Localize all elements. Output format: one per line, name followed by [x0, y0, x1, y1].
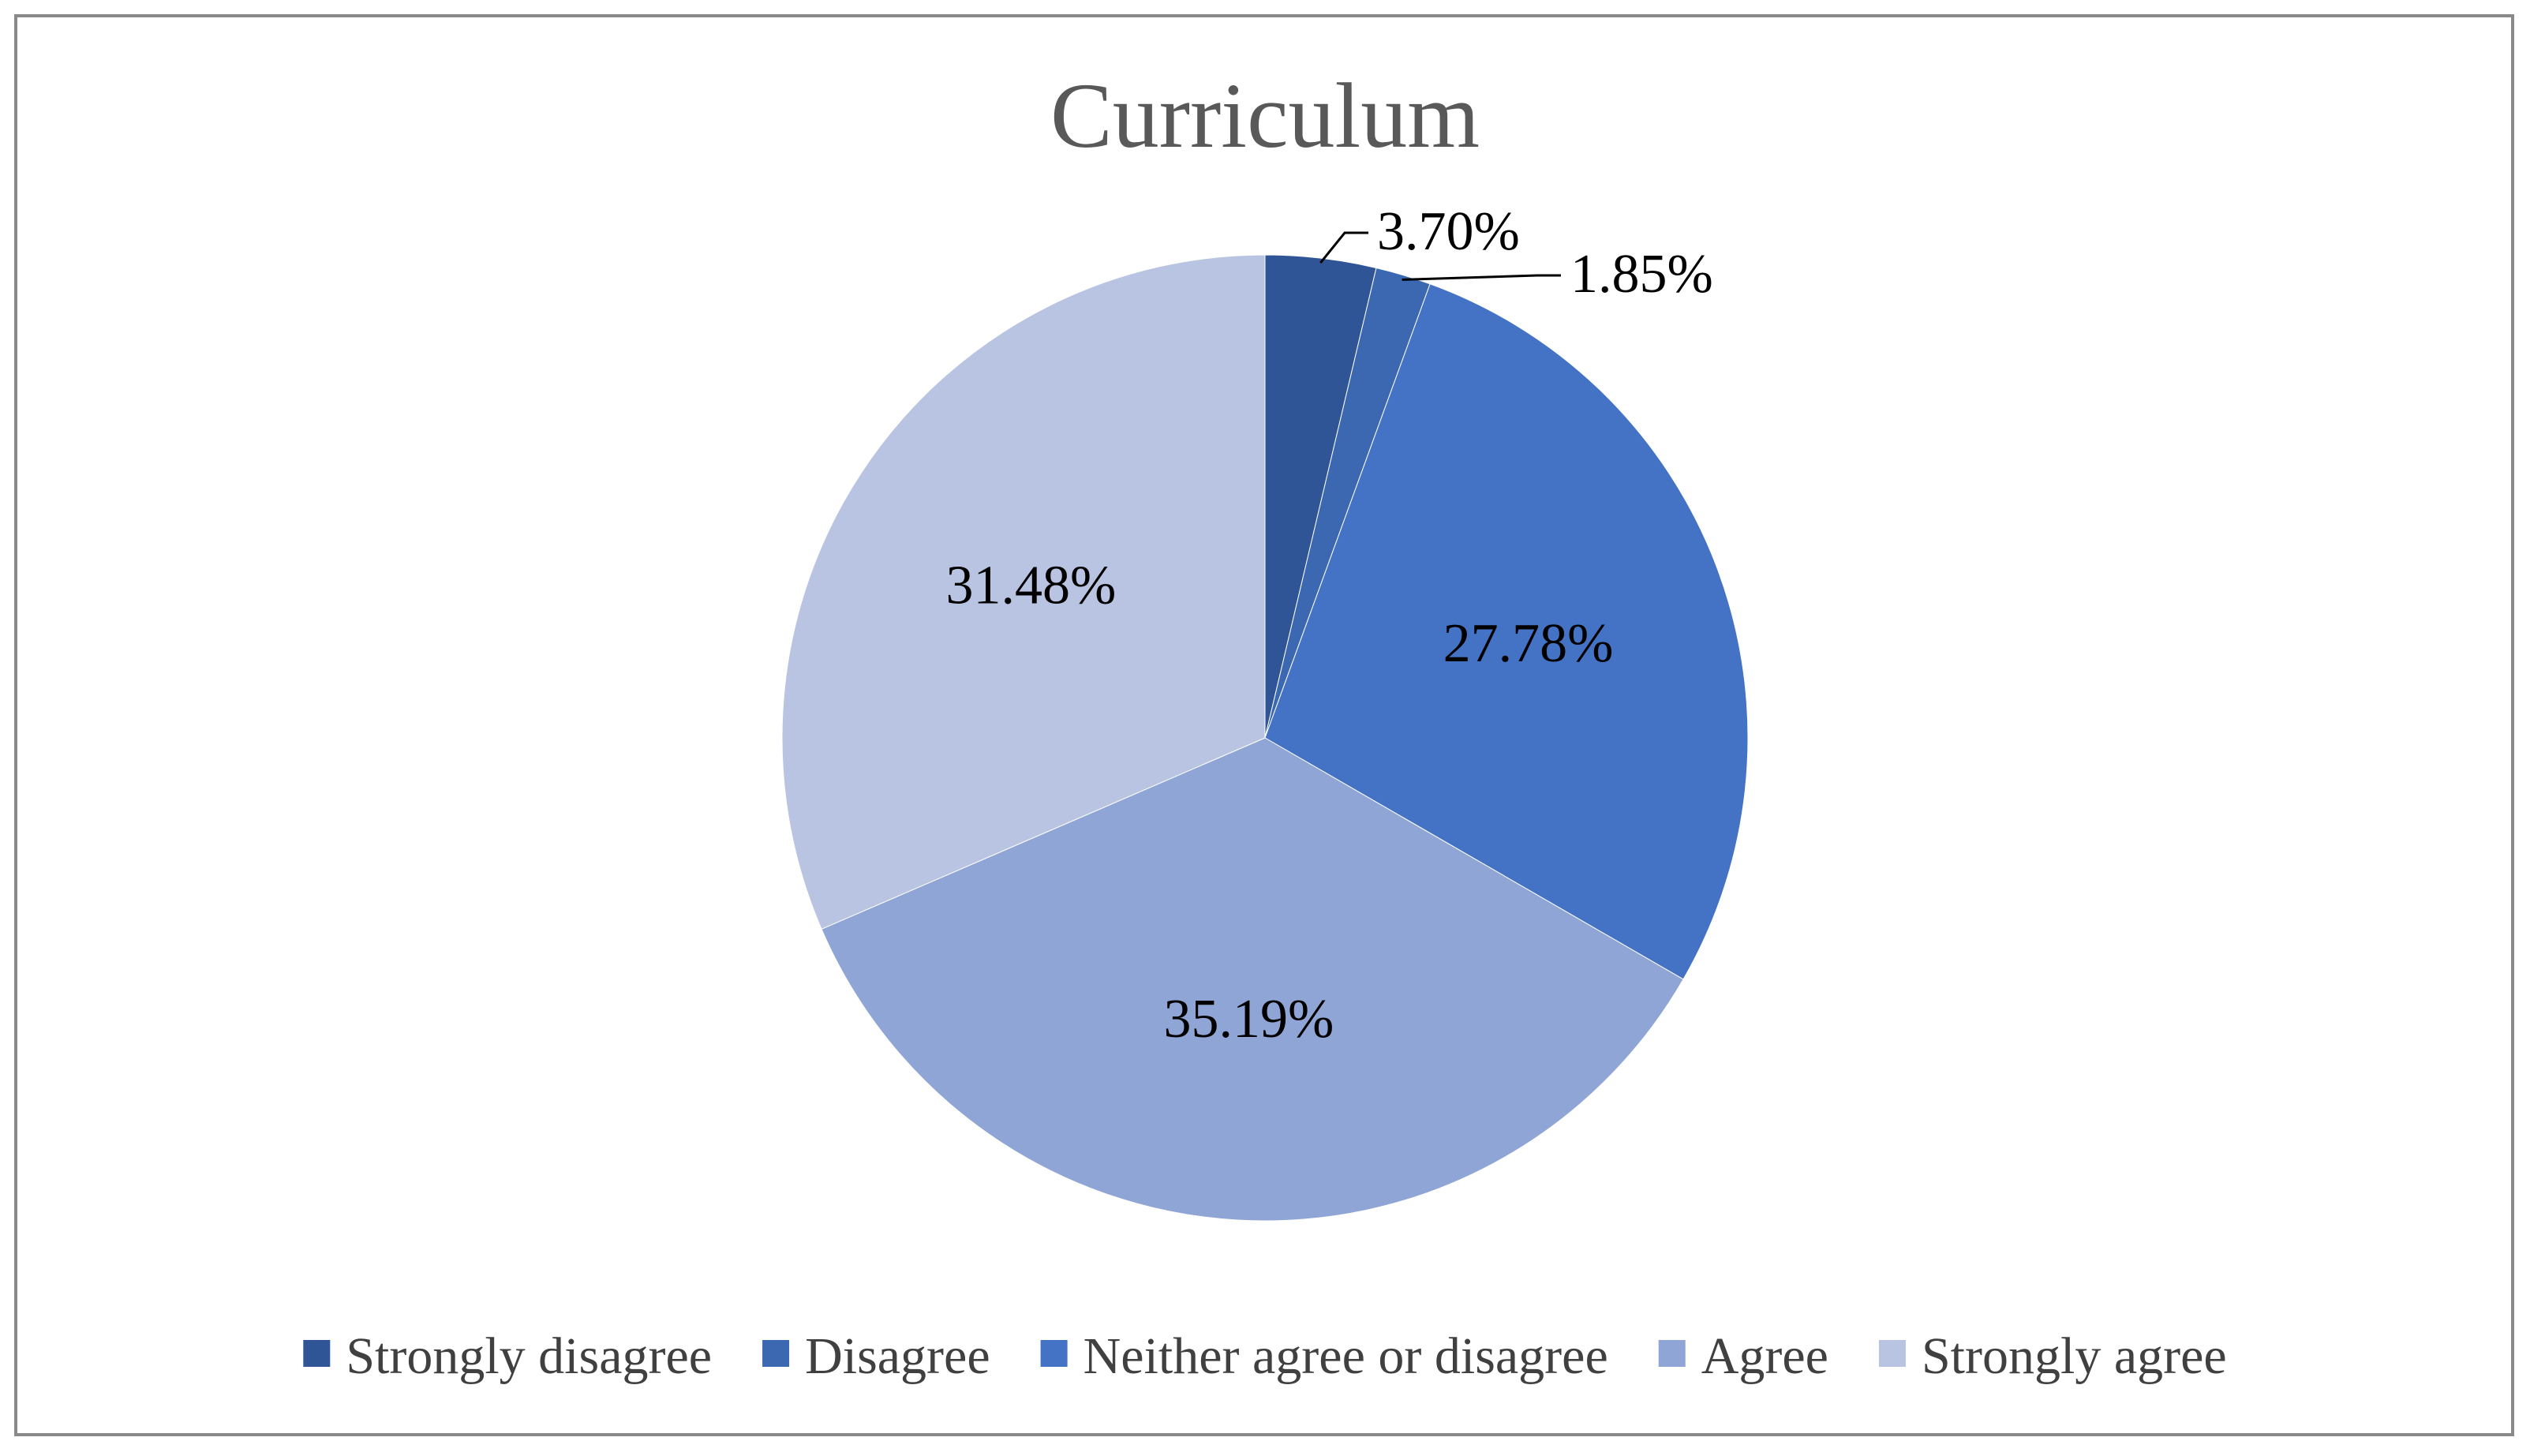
chart-title: Curriculum	[1050, 64, 1480, 167]
legend-swatch-disagree	[762, 1340, 790, 1367]
legend-item-strongly-disagree: Strongly disagree	[303, 1327, 712, 1385]
leader-line-strongly-disagree	[1319, 231, 1368, 264]
pie-slice-neither-agree-or-disagree	[1264, 283, 1749, 980]
data-labels: 3.70% 1.85% 27.78% 35.19% 31.48%	[946, 201, 1713, 1050]
data-label-disagree: 1.85%	[1570, 244, 1713, 305]
pie-slice-strongly-agree	[781, 254, 1266, 930]
legend-item-strongly-agree: Strongly agree	[1878, 1327, 2227, 1385]
pie-slice-agree	[821, 737, 1684, 1222]
legend-label-strongly-agree: Strongly agree	[1922, 1327, 2227, 1385]
data-label-strongly-disagree: 3.70%	[1377, 201, 1520, 262]
legend-swatch-strongly-disagree	[303, 1340, 331, 1367]
legend-swatch-strongly-agree	[1878, 1340, 1906, 1367]
pie-slices	[781, 254, 1749, 1222]
legend-item-neither-agree-or-disagree: Neither agree or disagree	[1040, 1327, 1608, 1385]
data-label-strongly-agree: 31.48%	[946, 555, 1117, 616]
legend-item-agree: Agree	[1658, 1327, 1828, 1385]
data-label-agree: 35.19%	[1163, 989, 1334, 1050]
legend-label-neither-agree-or-disagree: Neither agree or disagree	[1083, 1327, 1608, 1385]
legend-label-agree: Agree	[1701, 1327, 1828, 1385]
legend-item-disagree: Disagree	[762, 1327, 990, 1385]
legend-swatch-agree	[1658, 1340, 1686, 1367]
leader-lines	[1319, 231, 1561, 281]
legend: Strongly disagree Disagree Neither agree o…	[303, 1327, 2227, 1385]
legend-label-strongly-disagree: Strongly disagree	[346, 1327, 712, 1385]
data-label-neither-agree-or-disagree: 27.78%	[1443, 613, 1614, 674]
legend-label-disagree: Disagree	[805, 1327, 990, 1385]
legend-swatch-neither-agree-or-disagree	[1040, 1340, 1068, 1367]
leader-line-disagree	[1402, 274, 1561, 281]
